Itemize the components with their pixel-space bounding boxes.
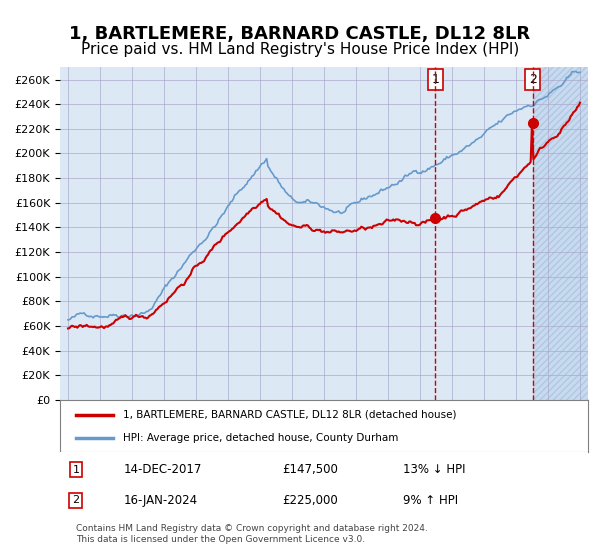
Text: 2: 2 (72, 495, 79, 505)
Text: 9% ↑ HPI: 9% ↑ HPI (403, 494, 458, 507)
Text: 1: 1 (73, 465, 79, 475)
Text: £147,500: £147,500 (282, 463, 338, 476)
Text: 1, BARTLEMERE, BARNARD CASTLE, DL12 8LR: 1, BARTLEMERE, BARNARD CASTLE, DL12 8LR (70, 25, 530, 43)
Text: 2: 2 (529, 73, 536, 86)
Bar (533, 67, 588, 400)
Text: Contains HM Land Registry data © Crown copyright and database right 2024.
This d: Contains HM Land Registry data © Crown c… (76, 524, 428, 544)
Text: 1: 1 (431, 73, 439, 86)
Text: 13% ↓ HPI: 13% ↓ HPI (403, 463, 466, 476)
Text: 14-DEC-2017: 14-DEC-2017 (124, 463, 202, 476)
Text: 1, BARTLEMERE, BARNARD CASTLE, DL12 8LR (detached house): 1, BARTLEMERE, BARNARD CASTLE, DL12 8LR … (124, 410, 457, 419)
Text: HPI: Average price, detached house, County Durham: HPI: Average price, detached house, Coun… (124, 433, 399, 443)
Text: 16-JAN-2024: 16-JAN-2024 (124, 494, 197, 507)
Text: £225,000: £225,000 (282, 494, 338, 507)
Text: Price paid vs. HM Land Registry's House Price Index (HPI): Price paid vs. HM Land Registry's House … (81, 42, 519, 57)
